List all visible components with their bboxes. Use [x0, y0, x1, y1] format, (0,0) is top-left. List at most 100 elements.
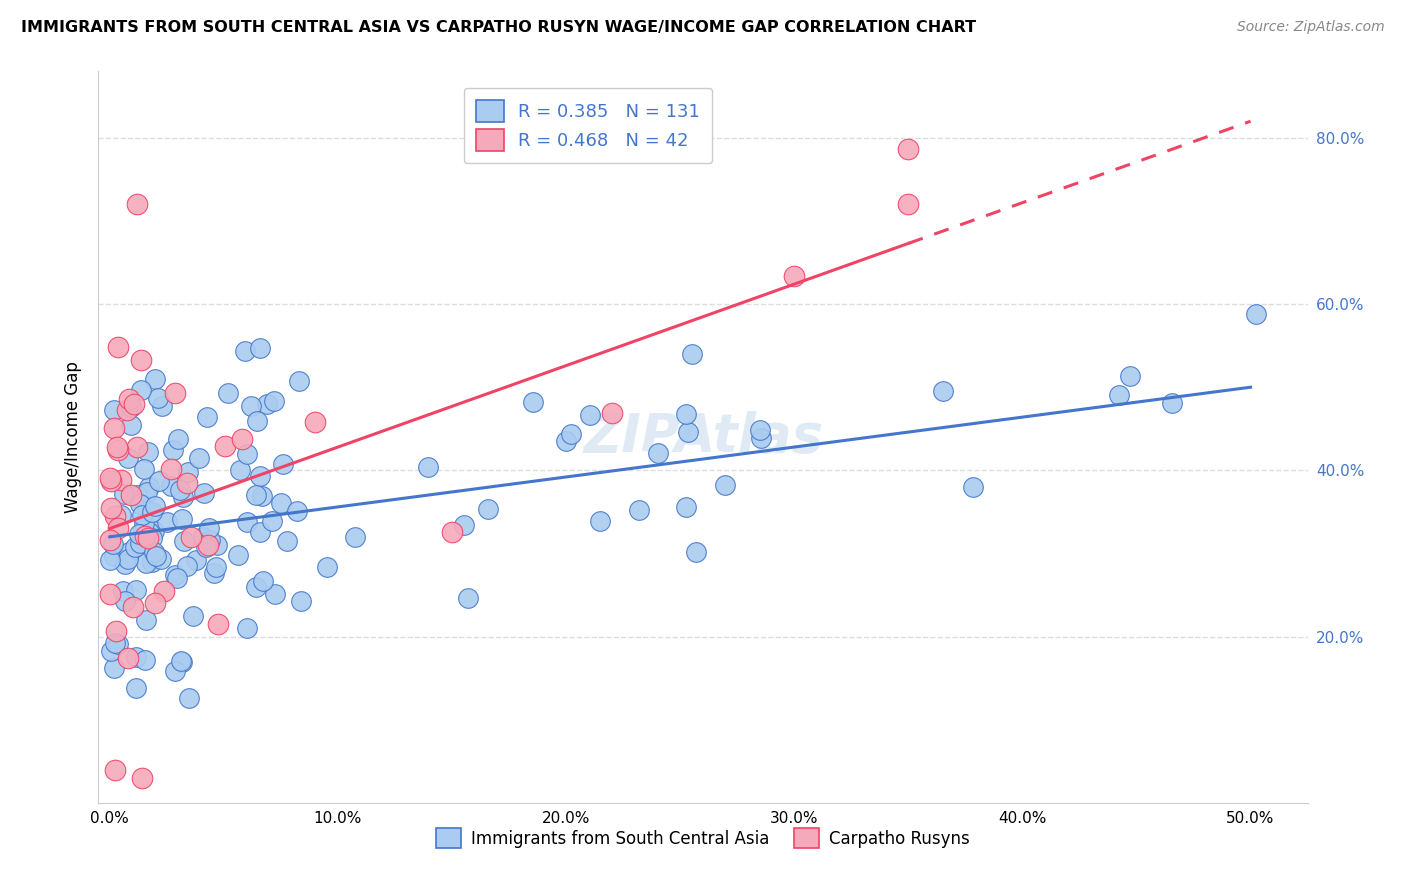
Point — [98, 471, 121, 485]
Point — [165, 386, 187, 401]
Point — [150, 400, 173, 414]
Point — [101, 537, 124, 551]
Point — [256, 397, 278, 411]
Point — [290, 594, 312, 608]
Point — [105, 624, 128, 638]
Point — [236, 621, 259, 635]
Point — [134, 516, 156, 530]
Text: IMMIGRANTS FROM SOUTH CENTRAL ASIA VS CARPATHO RUSYN WAGE/INCOME GAP CORRELATION: IMMIGRANTS FROM SOUTH CENTRAL ASIA VS CA… — [21, 20, 976, 35]
Point — [205, 560, 228, 574]
Point — [142, 524, 165, 538]
Point — [129, 497, 152, 511]
Point — [156, 515, 179, 529]
Point — [555, 434, 578, 448]
Point — [453, 517, 475, 532]
Point — [112, 486, 135, 500]
Point — [138, 480, 160, 494]
Point — [166, 432, 188, 446]
Point — [129, 353, 152, 368]
Point — [117, 651, 139, 665]
Point — [229, 462, 252, 476]
Point — [169, 654, 191, 668]
Point — [166, 571, 188, 585]
Point — [233, 343, 256, 358]
Point — [246, 413, 269, 427]
Point — [304, 415, 326, 429]
Point — [117, 451, 139, 466]
Point — [134, 653, 156, 667]
Point — [128, 527, 150, 541]
Point — [276, 534, 298, 549]
Point — [316, 560, 339, 574]
Point — [226, 549, 249, 563]
Point — [676, 425, 699, 439]
Point — [897, 197, 920, 211]
Point — [191, 531, 214, 545]
Point — [141, 555, 163, 569]
Point — [131, 771, 153, 785]
Point — [249, 469, 271, 483]
Point — [150, 551, 173, 566]
Point — [681, 347, 703, 361]
Point — [110, 508, 132, 523]
Point — [202, 566, 225, 580]
Point — [100, 587, 122, 601]
Point — [245, 580, 267, 594]
Point — [477, 501, 499, 516]
Point — [160, 479, 183, 493]
Point — [107, 340, 129, 354]
Point — [127, 197, 149, 211]
Point — [142, 545, 165, 559]
Point — [125, 681, 148, 695]
Point — [120, 417, 142, 432]
Point — [262, 514, 284, 528]
Point — [148, 392, 170, 406]
Point — [249, 524, 271, 539]
Text: ZIPAtlas: ZIPAtlas — [583, 411, 823, 463]
Point — [270, 496, 292, 510]
Point — [100, 533, 122, 548]
Point — [207, 617, 229, 632]
Point — [132, 523, 155, 537]
Point — [127, 488, 149, 502]
Point — [103, 402, 125, 417]
Point — [122, 397, 145, 411]
Point — [141, 505, 163, 519]
Point — [1244, 307, 1267, 321]
Point — [173, 534, 195, 549]
Point — [160, 462, 183, 476]
Point — [181, 609, 204, 624]
Point — [117, 392, 139, 406]
Point — [104, 508, 127, 523]
Point — [1161, 396, 1184, 410]
Point — [131, 508, 153, 522]
Point — [145, 596, 167, 610]
Point — [169, 483, 191, 497]
Point — [120, 488, 142, 502]
Point — [240, 399, 263, 413]
Point — [172, 490, 194, 504]
Point — [141, 532, 163, 546]
Point — [647, 446, 669, 460]
Point — [115, 403, 138, 417]
Point — [962, 480, 984, 494]
Point — [675, 500, 697, 515]
Point — [114, 594, 136, 608]
Point — [118, 545, 141, 559]
Point — [148, 475, 170, 489]
Point — [104, 636, 127, 650]
Point — [103, 660, 125, 674]
Point — [176, 465, 198, 479]
Point — [134, 462, 156, 476]
Point — [103, 421, 125, 435]
Point — [195, 540, 218, 554]
Point — [135, 556, 157, 570]
Point — [200, 533, 222, 547]
Point — [749, 431, 772, 445]
Point — [114, 557, 136, 571]
Point — [176, 475, 198, 490]
Point — [129, 535, 152, 549]
Point — [134, 529, 156, 543]
Point — [560, 427, 582, 442]
Legend: Immigrants from South Central Asia, Carpatho Rusyns: Immigrants from South Central Asia, Carp… — [427, 820, 979, 856]
